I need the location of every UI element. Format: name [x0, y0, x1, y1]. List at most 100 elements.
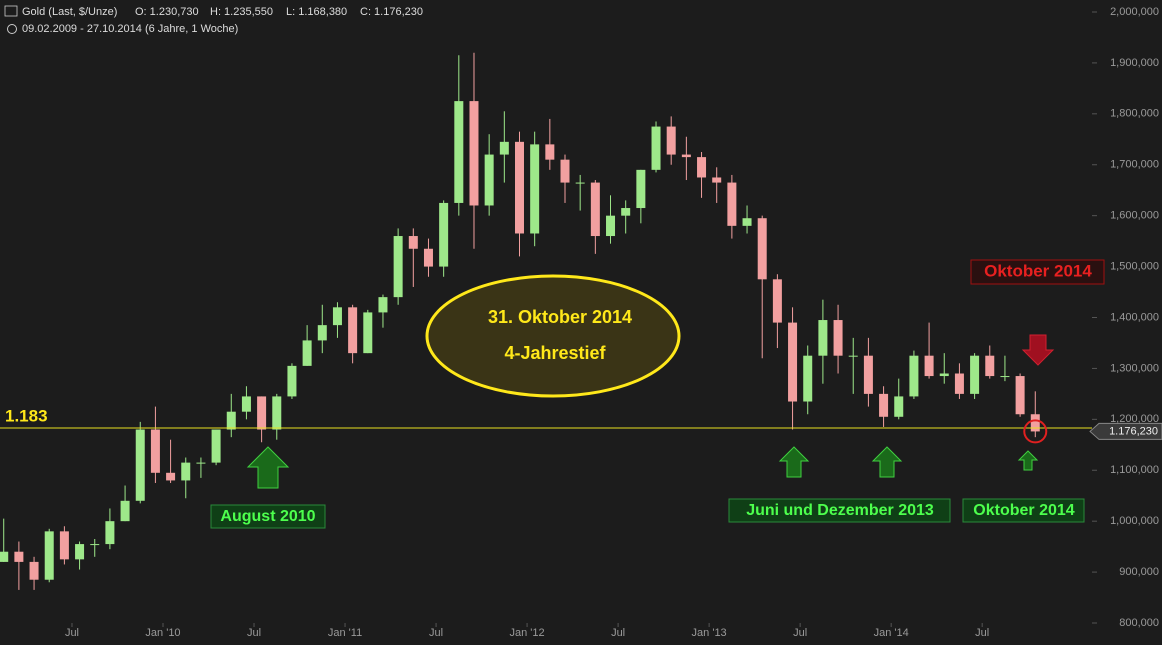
candle-body [181, 462, 191, 481]
candle-body [590, 182, 600, 237]
x-tick-label: Jul [247, 627, 261, 639]
ohlc-high: H: 1.235,550 [210, 6, 273, 18]
level-label: 1.183 [5, 406, 48, 425]
y-tick-label: 1,200,000 [1110, 413, 1159, 425]
candle-body [939, 373, 949, 377]
candle-body [772, 279, 782, 323]
candle-body [681, 154, 691, 158]
candle-body [196, 462, 206, 464]
ohlc-close: C: 1.176,230 [360, 6, 423, 18]
y-tick-label: 1,800,000 [1110, 108, 1159, 120]
up-arrow [246, 446, 290, 489]
x-tick-label: Jan '14 [874, 627, 909, 639]
candle-body [879, 393, 889, 417]
x-tick-label: Jan '12 [510, 627, 545, 639]
y-tick-label: 1,500,000 [1110, 260, 1159, 272]
x-tick-label: Jan '11 [328, 627, 362, 639]
up-arrow [871, 446, 903, 478]
ellipse [425, 274, 681, 398]
x-tick-label: Jan '10 [145, 627, 180, 639]
candle-body [697, 157, 707, 178]
candle-body [1015, 376, 1025, 415]
candle-body [788, 322, 798, 402]
candle-body [241, 396, 251, 412]
candle-body [727, 182, 737, 226]
candle-body [514, 141, 524, 234]
x-tick-label: Jul [65, 627, 79, 639]
down-arrow [1021, 334, 1055, 366]
ellipse-text: 31. Oktober 2014 [488, 307, 632, 327]
candle-body [348, 307, 358, 354]
candle-body [332, 307, 342, 326]
candle-body [29, 561, 39, 580]
candle-body [712, 177, 722, 183]
candle-body [0, 551, 9, 562]
annotation: Oktober 2014 [973, 502, 1074, 519]
candle-body [803, 355, 813, 402]
annotation: August 2010 [220, 508, 315, 525]
candle-body [120, 500, 130, 522]
candle-body [863, 355, 873, 394]
y-tick-label: 1,600,000 [1110, 210, 1159, 222]
candle-body [848, 355, 858, 357]
candle-body [90, 544, 100, 546]
candle-body [1000, 376, 1010, 378]
candle-body [393, 236, 403, 298]
annotation: Oktober 2014 [984, 261, 1092, 280]
candle-body [621, 208, 631, 216]
candle-body [742, 218, 752, 226]
y-tick-label: 1,000,000 [1110, 515, 1159, 527]
up-arrow [1017, 450, 1039, 471]
candle-body [970, 355, 980, 394]
candle-body [954, 373, 964, 394]
candle-body [894, 396, 904, 417]
candle-body [1030, 414, 1040, 432]
y-tick-label: 1,300,000 [1110, 362, 1159, 374]
candle-body [454, 101, 464, 203]
x-tick-label: Jan '13 [692, 627, 727, 639]
candle-body [105, 521, 115, 545]
annotation: Juni und Dezember 2013 [746, 502, 934, 519]
candle-body [560, 159, 570, 183]
candle-body [135, 429, 145, 501]
candle-body [14, 551, 24, 562]
candle-body [75, 544, 85, 560]
candle-body [423, 248, 433, 267]
candle-body [272, 396, 282, 430]
candle-body [666, 126, 676, 155]
y-tick-label: 1,400,000 [1110, 311, 1159, 323]
candle-body [757, 218, 767, 280]
ohlc-open: O: 1.230,730 [135, 6, 199, 18]
candle-body [287, 365, 297, 397]
candle-body [317, 325, 327, 341]
price-tag-label: 1.176,230 [1109, 425, 1158, 437]
candle-body [302, 340, 312, 366]
y-tick-label: 1,700,000 [1110, 159, 1159, 171]
candle-body [606, 215, 616, 237]
up-arrow [778, 446, 810, 478]
candle-body [818, 320, 828, 356]
candle-body [985, 355, 995, 377]
title: Gold (Last, $/Unze) [22, 6, 117, 18]
candle-body [833, 320, 843, 356]
candle-body [44, 531, 54, 580]
candle-body [484, 154, 494, 206]
y-tick-label: 800,000 [1119, 617, 1159, 629]
highlight-circle [1023, 419, 1048, 444]
chart-icon [4, 5, 18, 17]
y-tick-label: 1,100,000 [1110, 464, 1159, 476]
ellipse-text: 4-Jahrestief [504, 343, 606, 363]
x-tick-label: Jul [611, 627, 625, 639]
candle-body [166, 472, 176, 481]
candle-body [499, 141, 509, 155]
candle-body [439, 202, 449, 267]
candle-body [150, 429, 160, 473]
candle-body [363, 312, 373, 354]
candle-body [408, 236, 418, 249]
candle-body [575, 182, 585, 184]
candle-body [469, 101, 479, 206]
candle-body [59, 531, 69, 560]
label-box [970, 259, 1105, 285]
